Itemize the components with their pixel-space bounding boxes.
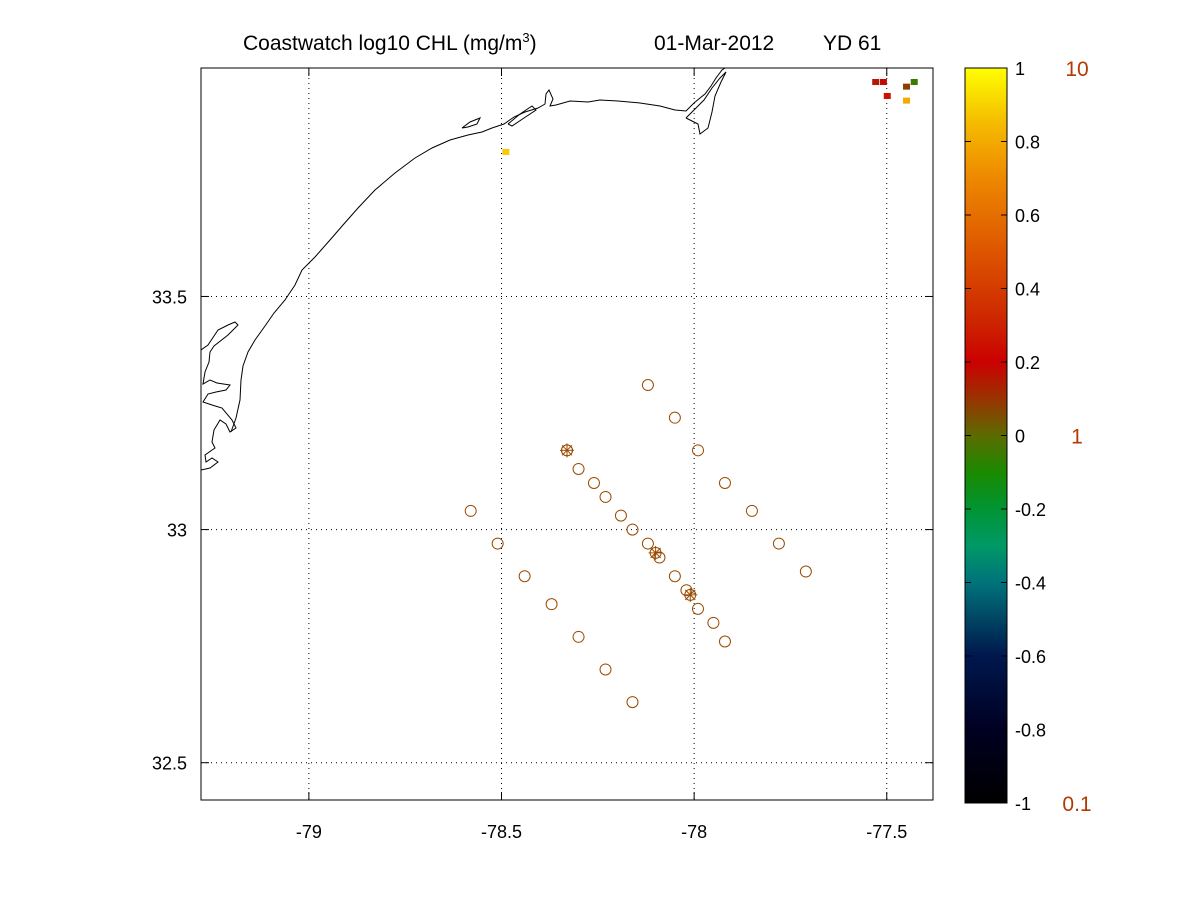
station-marker bbox=[491, 537, 504, 550]
station-marker bbox=[641, 379, 654, 392]
colorbar-tick-marks bbox=[965, 67, 1007, 804]
y-axis-tick-labels: 32.5 33 33.5 bbox=[152, 287, 187, 773]
chlorophyll-pixel bbox=[910, 78, 918, 85]
station-marker bbox=[799, 565, 812, 578]
station-marker bbox=[614, 509, 627, 522]
station-marker bbox=[691, 602, 704, 615]
colorbar-reference-labels: 10 1 0.1 bbox=[1062, 58, 1091, 816]
station-marker bbox=[587, 476, 600, 489]
colorbar-tick-label: 1 bbox=[1015, 59, 1025, 79]
station-marker bbox=[745, 504, 758, 517]
map-background bbox=[201, 68, 933, 800]
station-marker bbox=[718, 635, 731, 648]
colorbar-tick-label: 0.6 bbox=[1015, 206, 1040, 226]
y-tick-label: 33 bbox=[167, 521, 187, 541]
coastline bbox=[201, 321, 239, 471]
map-axes: -79 -78.5 -78 -77.5 32.5 33 33.5 bbox=[152, 67, 934, 842]
station-marker bbox=[707, 616, 720, 629]
cast-marker bbox=[560, 443, 574, 458]
station-marker bbox=[599, 490, 612, 503]
station-marker bbox=[626, 696, 639, 709]
chlorophyll-pixel bbox=[872, 78, 880, 85]
colorbar-reference-label: 1 bbox=[1071, 426, 1083, 449]
station-marker bbox=[718, 476, 731, 489]
chlorophyll-pixel bbox=[903, 97, 911, 104]
station-marker bbox=[572, 630, 585, 643]
title-main: Coastwatch log10 CHL (mg/m bbox=[243, 32, 522, 55]
colorbar-tick-label: -0.4 bbox=[1015, 574, 1046, 594]
tick-marks bbox=[201, 68, 933, 800]
chlorophyll-pixel bbox=[879, 78, 887, 85]
colorbar-tick-label: 0.8 bbox=[1015, 133, 1040, 153]
coastline-islands bbox=[461, 71, 727, 135]
colorbar-gradient bbox=[964, 67, 1008, 804]
station-marker bbox=[772, 537, 785, 550]
colorbar-tick-label: -0.8 bbox=[1015, 721, 1046, 741]
station-marker bbox=[626, 523, 639, 536]
coastline-main bbox=[230, 68, 726, 433]
station-marker bbox=[641, 537, 654, 550]
station-marker bbox=[653, 551, 666, 564]
title-yearday: YD 61 bbox=[823, 32, 881, 55]
cast-marker bbox=[648, 545, 663, 560]
colorbar-tick-label: -0.6 bbox=[1015, 647, 1046, 667]
station-marker bbox=[572, 462, 585, 475]
colorbar-reference-label: 10 bbox=[1065, 58, 1088, 81]
title-date: 01-Mar-2012 bbox=[654, 32, 774, 55]
station-marker bbox=[518, 570, 531, 583]
x-tick-label: -77.5 bbox=[866, 822, 907, 842]
station-marker bbox=[680, 584, 693, 597]
colorbar-tick-label: -0.2 bbox=[1015, 500, 1046, 520]
cast-markers bbox=[560, 443, 698, 602]
y-tick-label: 33.5 bbox=[152, 287, 187, 307]
chlorophyll-pixel bbox=[883, 92, 891, 99]
station-markers bbox=[464, 379, 812, 709]
cast-marker-diag2 bbox=[561, 444, 573, 456]
cast-marker-diag2 bbox=[650, 547, 661, 559]
station-marker bbox=[668, 570, 681, 583]
colorbar: 1 0.8 0.6 0.4 0.2 0 -0.2 -0.4 -0.6 -0.8 -1 10 1 0.1 bbox=[964, 58, 1092, 816]
colorbar-tick-label: -1 bbox=[1015, 794, 1031, 814]
station-marker bbox=[599, 663, 612, 676]
y-tick-label: 32.5 bbox=[152, 754, 187, 774]
station-marker bbox=[464, 504, 477, 517]
map-frame bbox=[200, 67, 934, 801]
chlorophyll-pixel bbox=[502, 148, 510, 155]
cast-marker bbox=[683, 587, 698, 602]
chlorophyll-pixel bbox=[903, 83, 911, 90]
x-axis-tick-labels: -79 -78.5 -78 -77.5 bbox=[296, 822, 907, 842]
colorbar-tick-labels: 1 0.8 0.6 0.4 0.2 0 -0.2 -0.4 -0.6 -0.8 -1 bbox=[1015, 59, 1046, 814]
colorbar-tick-label: 0 bbox=[1015, 427, 1025, 447]
x-tick-label: -79 bbox=[296, 822, 322, 842]
title-close: ) bbox=[530, 32, 537, 55]
x-tick-label: -78 bbox=[681, 822, 707, 842]
map-title: Coastwatch log10 CHL (mg/m3) bbox=[243, 30, 537, 55]
colorbar-reference-label: 0.1 bbox=[1062, 793, 1091, 816]
grid-lines bbox=[201, 68, 933, 800]
colorbar-tick-label: 0.2 bbox=[1015, 353, 1040, 373]
title-superscript: 3 bbox=[522, 30, 529, 45]
x-tick-label: -78.5 bbox=[481, 822, 522, 842]
station-marker bbox=[691, 444, 704, 457]
cast-marker-diag2 bbox=[684, 589, 696, 601]
station-marker bbox=[545, 598, 558, 611]
chlorophyll-pixels bbox=[502, 78, 918, 155]
station-marker bbox=[668, 411, 681, 424]
colorbar-tick-label: 0.4 bbox=[1015, 280, 1040, 300]
